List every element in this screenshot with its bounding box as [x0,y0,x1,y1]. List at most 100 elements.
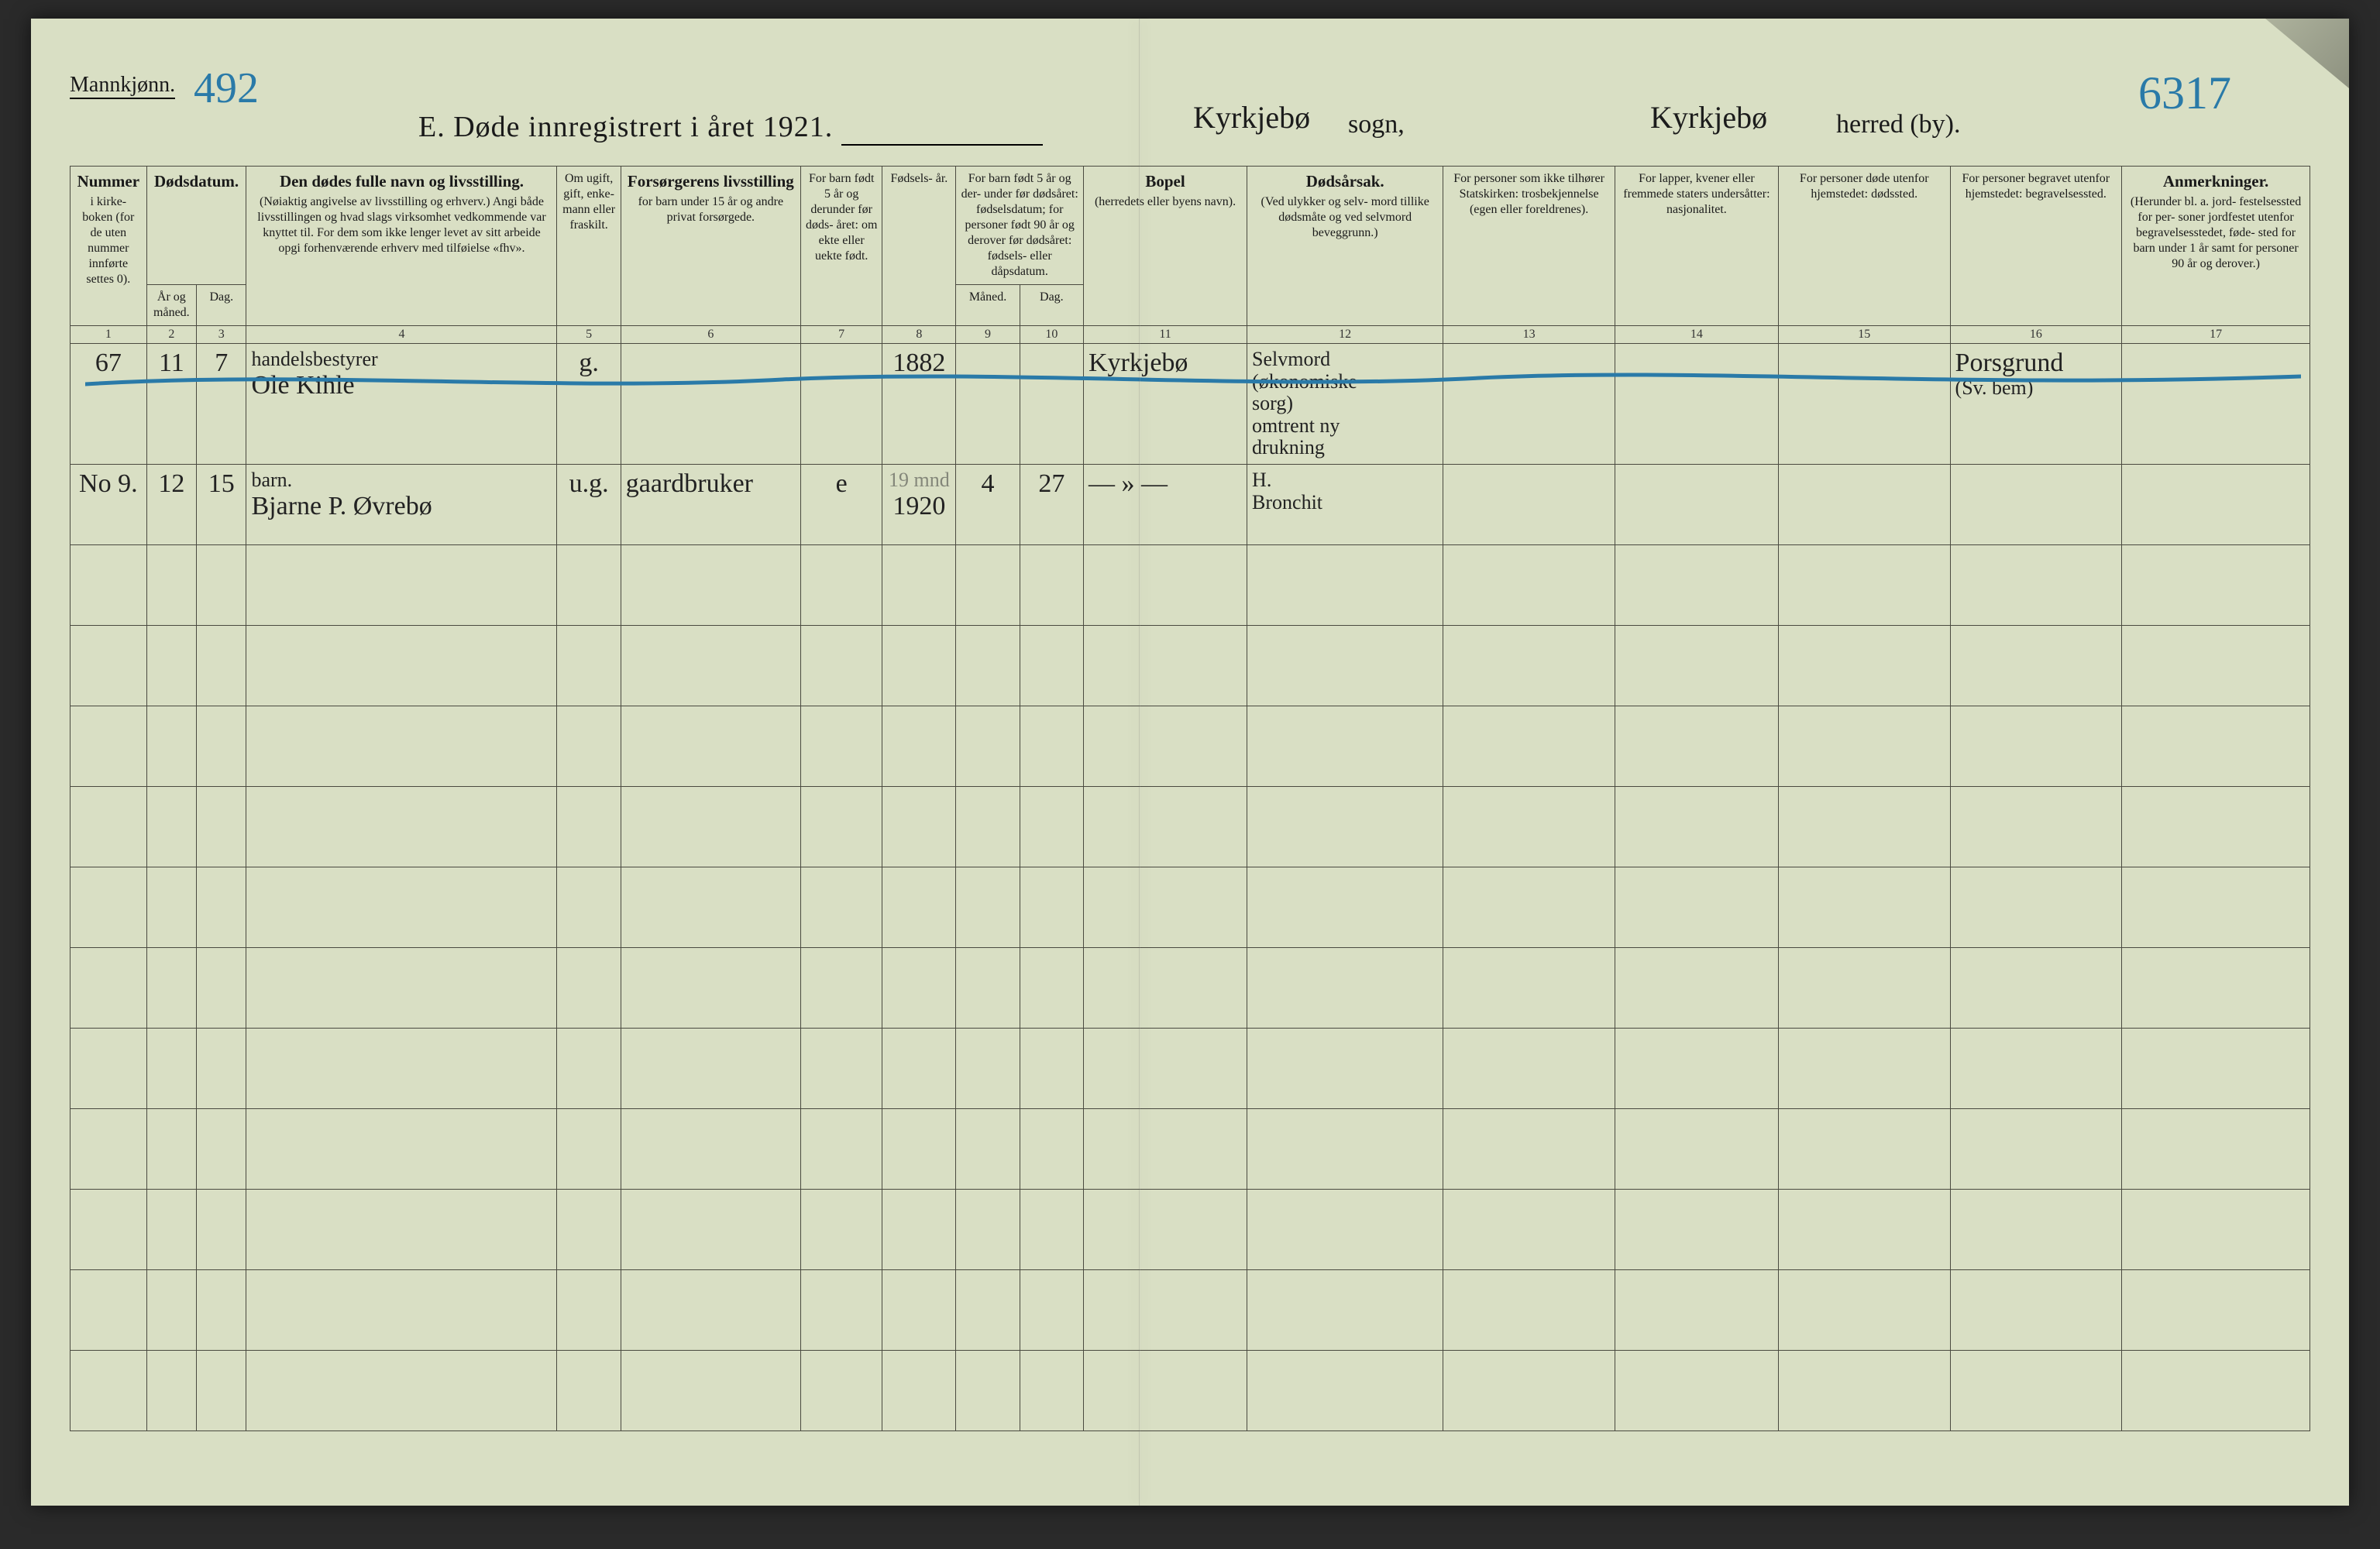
table-cell [1615,706,1778,786]
table-cell [1020,947,1083,1028]
table-cell [1443,786,1615,867]
table-cell [800,1189,882,1269]
table-cell [800,1350,882,1431]
table-cell [1615,867,1778,947]
table-cell [621,625,800,706]
table-cell [71,706,147,786]
table-cell: No 9. [71,464,147,544]
table-cell [1950,786,2122,867]
table-cell [621,544,800,625]
column-number: 17 [2122,326,2310,344]
column-number: 16 [1950,326,2122,344]
column-number: 15 [1778,326,1950,344]
table-cell [2122,1028,2310,1108]
table-cell [1247,625,1443,706]
table-cell [1778,1028,1950,1108]
table-cell [1778,344,1950,465]
table-cell [1443,706,1615,786]
table-cell [1950,544,2122,625]
table-cell [1950,867,2122,947]
table-cell [197,786,246,867]
column-number: 5 [557,326,621,344]
table-cell [197,1189,246,1269]
table-cell [621,1350,800,1431]
table-cell [197,706,246,786]
table-cell [71,1028,147,1108]
table-cell [197,1269,246,1350]
table-cell [1247,1350,1443,1431]
table-cell [71,867,147,947]
table-cell [557,1189,621,1269]
table-cell [2122,1350,2310,1431]
table-row: No 9.1215barn.Bjarne P. Øvrebøu.g.gaardb… [71,464,2310,544]
table-cell [2122,1108,2310,1189]
table-cell: u.g. [557,464,621,544]
table-cell [956,344,1020,465]
table-cell [1778,1269,1950,1350]
table-cell [1084,1350,1247,1431]
table-cell [71,786,147,867]
table-cell [956,1028,1020,1108]
table-cell [246,706,557,786]
table-cell [621,1028,800,1108]
table-cell [882,786,956,867]
table-cell [557,947,621,1028]
table-cell [1443,947,1615,1028]
table-cell [1778,1350,1950,1431]
table-cell [2122,786,2310,867]
col-1-header: Nummeri kirke- boken (for de uten nummer… [71,167,147,326]
col-17-header: Anmerkninger.(Herunder bl. a. jord- fest… [2122,167,2310,326]
table-cell [1615,544,1778,625]
table-row-empty [71,1028,2310,1108]
table-cell [956,1108,1020,1189]
table-cell [146,1028,196,1108]
table-cell: 11 [146,344,196,465]
table-cell: — » — [1084,464,1247,544]
table-cell [1615,1108,1778,1189]
table-cell [621,344,800,465]
table-cell [1020,706,1083,786]
table-cell: 4 [956,464,1020,544]
column-number: 10 [1020,326,1083,344]
table-row-empty [71,1269,2310,1350]
table-cell [882,1189,956,1269]
table-cell [1084,544,1247,625]
column-number: 8 [882,326,956,344]
col-8-header: Fødsels- år. [882,167,956,326]
table-cell [146,544,196,625]
register-table: Nummeri kirke- boken (for de uten nummer… [70,166,2310,1431]
table-cell [1778,1108,1950,1189]
table-cell [146,1189,196,1269]
column-number: 14 [1615,326,1778,344]
column-number: 9 [956,326,1020,344]
table-cell [557,544,621,625]
column-number: 7 [800,326,882,344]
barn-group: For barn født 5 år og der- under før død… [956,167,1084,285]
table-cell [146,867,196,947]
table-row-empty [71,706,2310,786]
table-cell [1247,947,1443,1028]
col-15-header: For personer døde utenfor hjemstedet: dø… [1778,167,1950,326]
table-cell [956,706,1020,786]
table-cell [71,1189,147,1269]
table-cell: e [800,464,882,544]
table-cell: handelsbestyrerOle Kihle [246,344,557,465]
table-cell [956,1189,1020,1269]
col-14-header: For lapper, kvener eller fremmede stater… [1615,167,1778,326]
table-cell [1443,1269,1615,1350]
column-number: 6 [621,326,800,344]
table-cell [146,947,196,1028]
table-cell [956,1350,1020,1431]
table-cell [246,867,557,947]
table-cell [621,706,800,786]
table-cell: Kyrkjebø [1084,344,1247,465]
col-12-header: Dødsårsak.(Ved ulykker og selv- mord til… [1247,167,1443,326]
table-cell [1950,1108,2122,1189]
table-cell [800,1028,882,1108]
table-cell [1084,867,1247,947]
table-cell [71,544,147,625]
table-cell [71,625,147,706]
table-cell [246,786,557,867]
table-cell [71,1350,147,1431]
column-number: 3 [197,326,246,344]
